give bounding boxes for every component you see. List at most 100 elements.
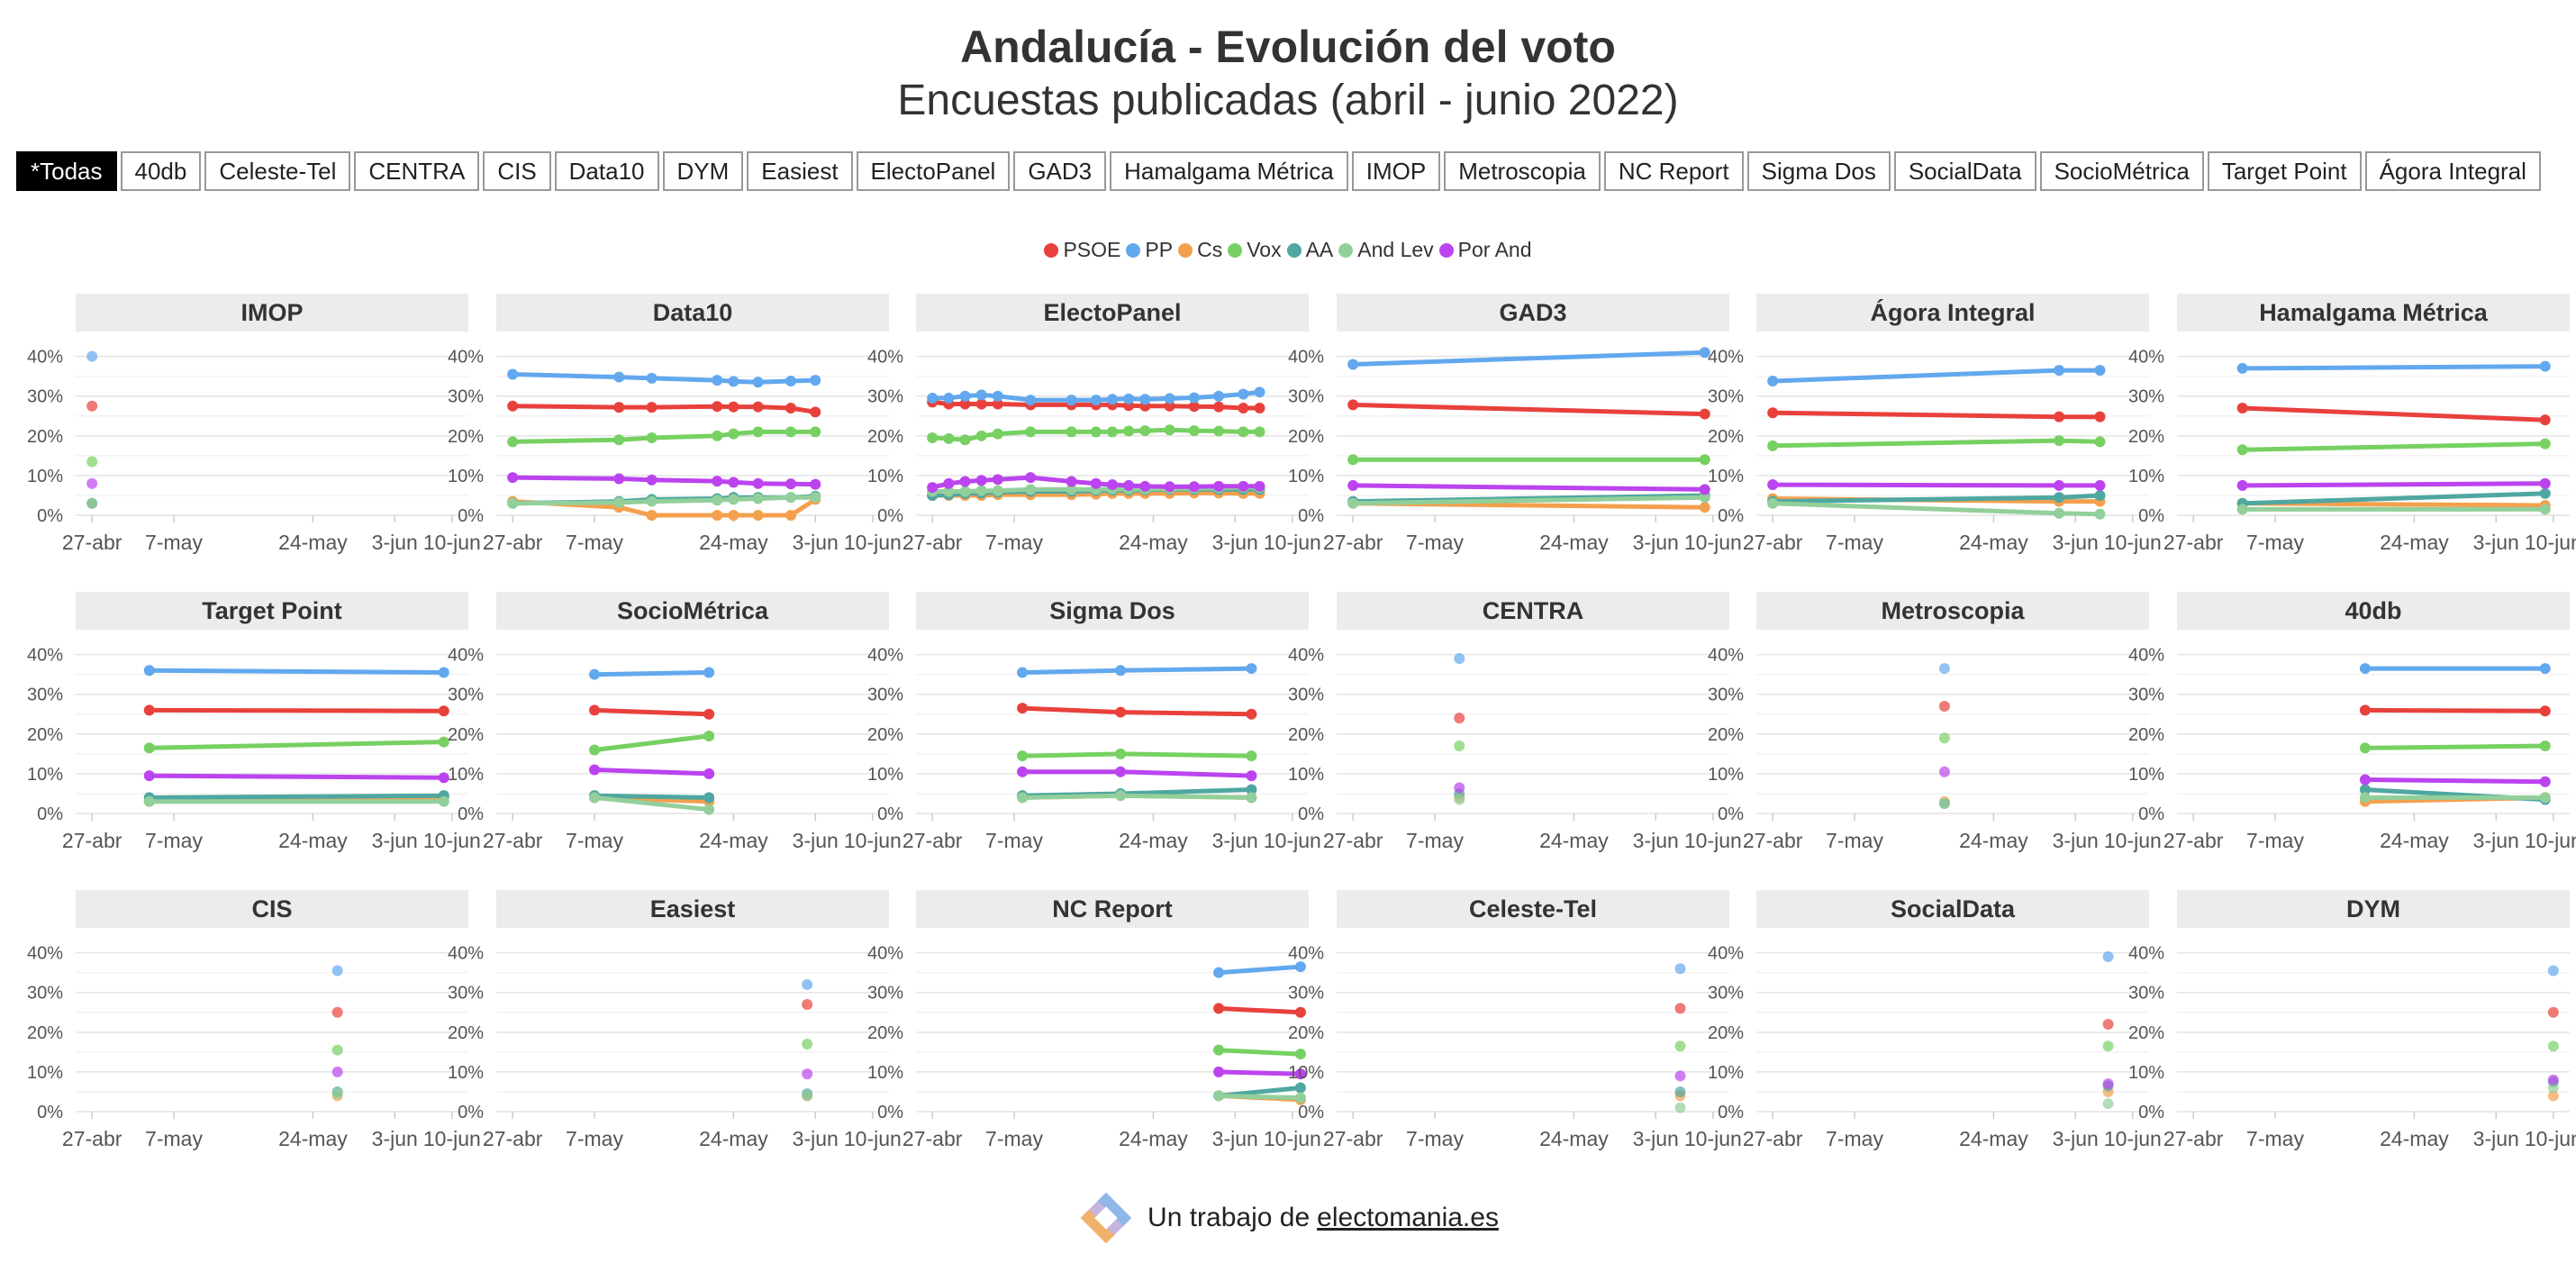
data-point[interactable] <box>712 430 723 441</box>
data-point[interactable] <box>86 350 98 362</box>
data-point[interactable] <box>943 486 955 497</box>
data-point[interactable] <box>1213 390 1225 402</box>
data-point[interactable] <box>1767 407 1779 419</box>
data-point[interactable] <box>2054 479 2065 491</box>
filter-button-9[interactable]: GAD3 <box>1013 151 1107 191</box>
data-point[interactable] <box>613 473 625 485</box>
data-point[interactable] <box>1139 394 1151 405</box>
data-point[interactable] <box>992 390 1003 402</box>
data-point[interactable] <box>1246 663 1257 675</box>
data-point[interactable] <box>2102 1098 2114 1110</box>
data-point[interactable] <box>1938 766 1950 777</box>
data-point[interactable] <box>2359 784 2371 795</box>
data-point[interactable] <box>1017 703 1029 714</box>
data-point[interactable] <box>1164 393 1175 404</box>
data-point[interactable] <box>1066 476 1077 487</box>
data-point[interactable] <box>1699 454 1710 466</box>
data-point[interactable] <box>1246 708 1257 720</box>
data-point[interactable] <box>646 474 658 486</box>
legend-item[interactable]: Por And <box>1438 238 1532 262</box>
data-point[interactable] <box>703 768 715 779</box>
data-point[interactable] <box>589 744 600 756</box>
filter-button-2[interactable]: Celeste-Tel <box>204 151 351 191</box>
filter-button-0[interactable]: *Todas <box>16 151 117 191</box>
data-point[interactable] <box>2547 965 2559 977</box>
data-point[interactable] <box>646 510 658 521</box>
legend-item[interactable]: PP <box>1126 238 1173 262</box>
data-point[interactable] <box>2359 792 2371 804</box>
data-point[interactable] <box>959 398 971 410</box>
data-point[interactable] <box>712 495 723 506</box>
legend-item[interactable]: And Lev <box>1338 238 1434 262</box>
data-point[interactable] <box>802 1039 813 1050</box>
data-point[interactable] <box>943 392 955 404</box>
data-point[interactable] <box>613 434 625 446</box>
data-point[interactable] <box>810 492 821 504</box>
data-point[interactable] <box>86 497 98 509</box>
data-point[interactable] <box>2359 742 2371 754</box>
data-point[interactable] <box>1066 484 1077 495</box>
data-point[interactable] <box>1674 1003 1686 1014</box>
data-point[interactable] <box>2102 951 2114 963</box>
data-point[interactable] <box>2539 741 2551 752</box>
data-point[interactable] <box>975 430 987 441</box>
data-point[interactable] <box>802 1090 813 1102</box>
data-point[interactable] <box>975 398 987 410</box>
data-point[interactable] <box>1246 784 1257 795</box>
data-point[interactable] <box>712 401 723 413</box>
data-point[interactable] <box>992 428 1003 440</box>
data-point[interactable] <box>703 708 715 720</box>
filter-button-5[interactable]: Data10 <box>554 151 659 191</box>
data-point[interactable] <box>802 978 813 990</box>
data-point[interactable] <box>1246 770 1257 782</box>
data-point[interactable] <box>331 1088 343 1100</box>
data-point[interactable] <box>1767 479 1779 491</box>
data-point[interactable] <box>1674 1070 1686 1082</box>
data-point[interactable] <box>2102 1040 2114 1052</box>
legend-item[interactable]: Cs <box>1178 238 1222 262</box>
filter-button-13[interactable]: NC Report <box>1603 151 1744 191</box>
data-point[interactable] <box>1454 713 1465 724</box>
data-point[interactable] <box>2236 504 2248 515</box>
data-point[interactable] <box>613 371 625 383</box>
data-point[interactable] <box>2539 438 2551 450</box>
data-point[interactable] <box>2054 507 2065 519</box>
filter-button-11[interactable]: IMOP <box>1351 151 1441 191</box>
data-point[interactable] <box>810 375 821 386</box>
data-point[interactable] <box>752 510 764 521</box>
filter-button-15[interactable]: SocialData <box>1893 151 2036 191</box>
data-point[interactable] <box>1025 472 1037 484</box>
data-point[interactable] <box>992 485 1003 496</box>
data-point[interactable] <box>2359 774 2371 786</box>
data-point[interactable] <box>2236 402 2248 413</box>
data-point[interactable] <box>2094 489 2106 501</box>
data-point[interactable] <box>927 482 939 494</box>
data-point[interactable] <box>785 492 796 504</box>
data-point[interactable] <box>2547 1006 2559 1018</box>
data-point[interactable] <box>975 475 987 486</box>
data-point[interactable] <box>1213 480 1225 492</box>
data-point[interactable] <box>1115 766 1127 777</box>
data-point[interactable] <box>943 432 955 444</box>
data-point[interactable] <box>2094 479 2106 491</box>
data-point[interactable] <box>752 401 764 413</box>
data-point[interactable] <box>1107 394 1118 405</box>
data-point[interactable] <box>2094 365 2106 377</box>
data-point[interactable] <box>1164 424 1175 436</box>
data-point[interactable] <box>2547 1082 2559 1094</box>
data-point[interactable] <box>1294 1049 1306 1060</box>
data-point[interactable] <box>1025 484 1037 495</box>
data-point[interactable] <box>1188 401 1200 413</box>
data-point[interactable] <box>1294 1068 1306 1080</box>
data-point[interactable] <box>1115 665 1127 677</box>
data-point[interactable] <box>810 478 821 490</box>
data-point[interactable] <box>1213 1044 1225 1056</box>
data-point[interactable] <box>1139 480 1151 492</box>
data-point[interactable] <box>752 477 764 489</box>
data-point[interactable] <box>2547 1090 2559 1102</box>
data-point[interactable] <box>1123 479 1135 491</box>
data-point[interactable] <box>1454 741 1465 752</box>
data-point[interactable] <box>331 1066 343 1077</box>
data-point[interactable] <box>589 792 600 804</box>
data-point[interactable] <box>331 1044 343 1056</box>
